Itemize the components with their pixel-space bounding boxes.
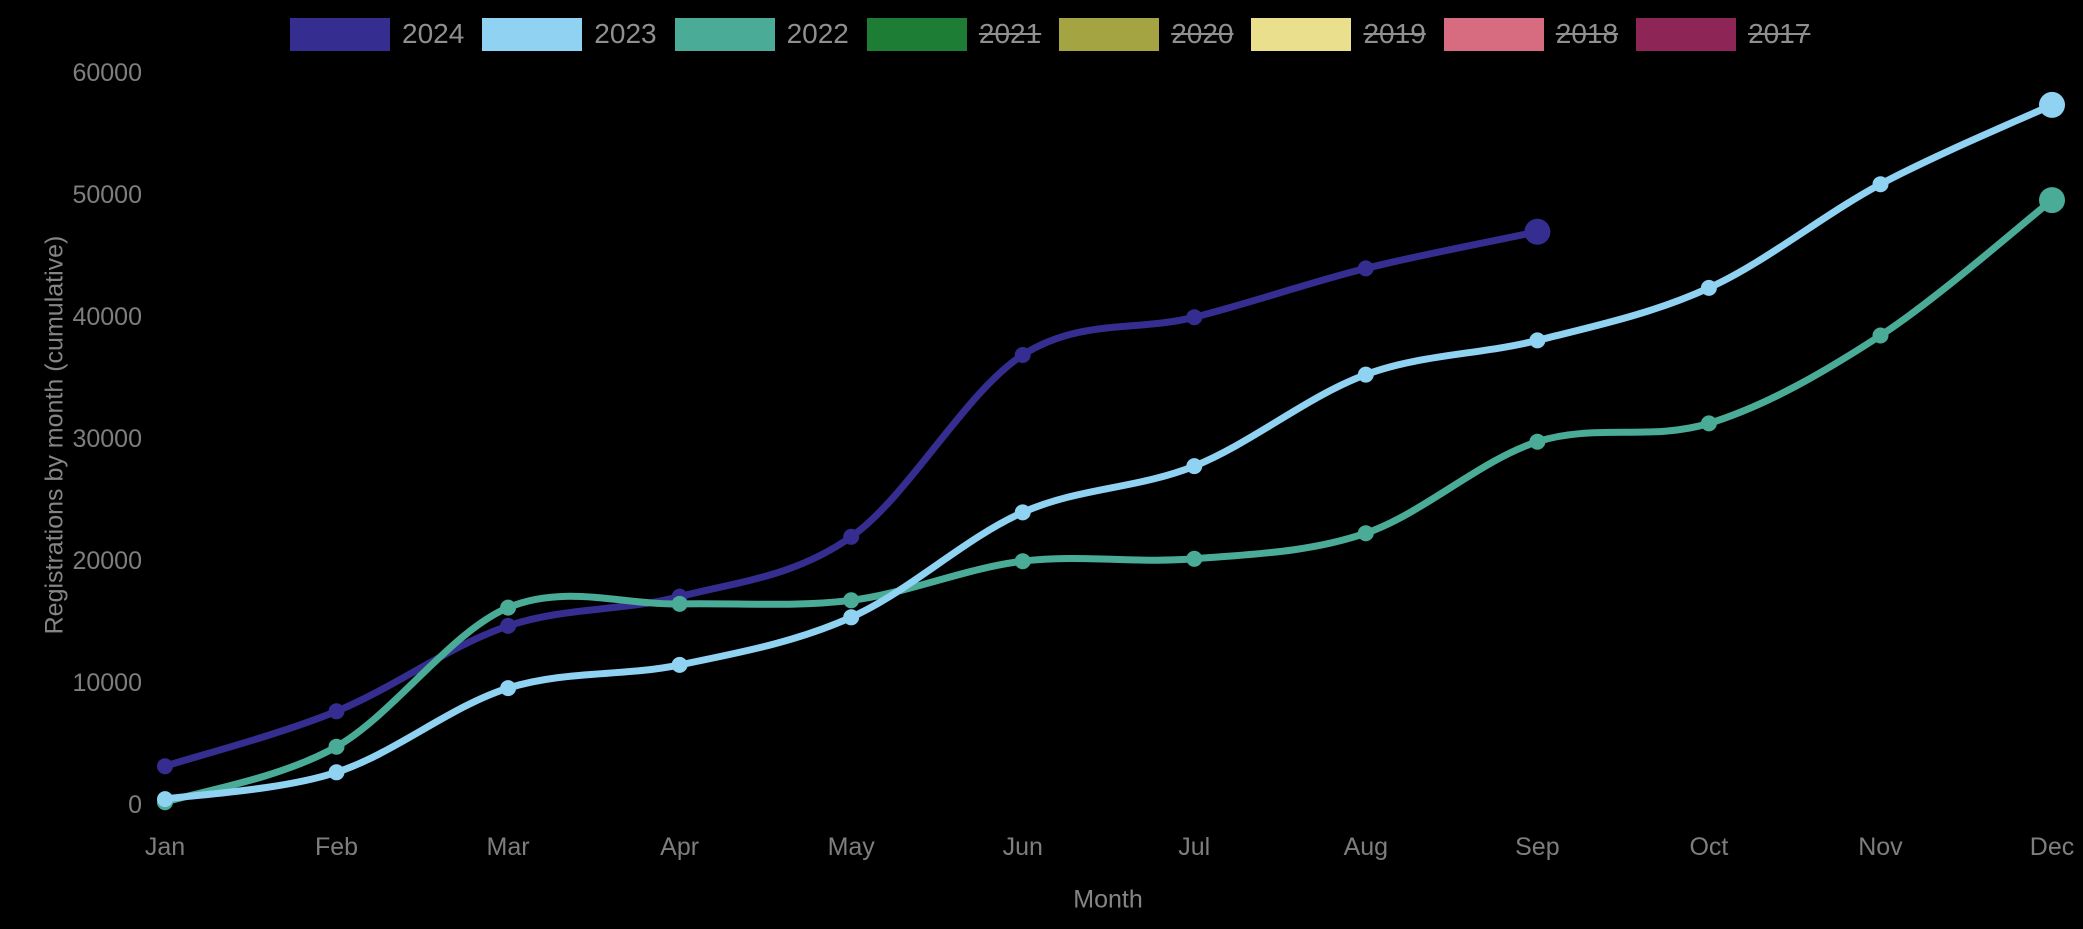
point-2024-May (843, 528, 860, 545)
point-2023-Dec (2039, 91, 2065, 118)
legend-label-2020: 2020 (1171, 18, 1234, 49)
legend-swatch-2024 (290, 17, 390, 51)
legend-item-2023[interactable]: 2023 (482, 14, 657, 54)
legend-label-2017: 2017 (1748, 18, 1811, 49)
x-tick-Feb: Feb (315, 833, 358, 861)
point-2024-Sep (1524, 218, 1551, 245)
point-2022-Jul (1186, 550, 1203, 567)
legend-item-2018[interactable]: 2018 (1443, 14, 1619, 54)
point-2023-Jan (157, 791, 173, 808)
series-2024 (157, 218, 1551, 775)
x-tick-Dec: Dec (2030, 833, 2074, 861)
point-2023-Aug (1357, 366, 1374, 383)
legend-item-2021[interactable]: 2021 (866, 14, 1042, 54)
x-tick-Sep: Sep (1515, 833, 1559, 861)
legend-swatch-2022 (674, 17, 775, 51)
y-tick-10000: 10000 (72, 669, 142, 697)
x-tick-Aug: Aug (1344, 833, 1388, 861)
point-2023-Jun (1014, 504, 1031, 521)
line-2023 (161, 101, 2056, 803)
legend-item-2024[interactable]: 2024 (290, 14, 464, 54)
legend-label-2018: 2018 (1555, 18, 1619, 49)
x-tick-Jun: Jun (1003, 833, 1043, 861)
point-2023-Feb (328, 764, 345, 781)
point-2022-Jun (1014, 553, 1031, 570)
legend-item-2017[interactable]: 2017 (1636, 14, 1810, 54)
legend-label-2019: 2019 (1363, 18, 1426, 49)
point-2022-Feb (328, 738, 345, 755)
point-2022-Mar (500, 599, 517, 616)
point-2023-Sep (1529, 332, 1546, 349)
point-2024-Jan (157, 758, 173, 775)
legend-item-2019[interactable]: 2019 (1251, 14, 1426, 54)
legend-label-2021: 2021 (978, 18, 1042, 49)
x-tick-Nov: Nov (1858, 833, 1903, 861)
x-tick-Jan: Jan (145, 833, 185, 861)
y-tick-0: 0 (128, 791, 142, 819)
series-2023 (157, 91, 2065, 808)
y-tick-20000: 20000 (72, 547, 142, 575)
y-axis-title: Registrations by month (cumulative) (40, 235, 69, 635)
line-2022 (161, 196, 2056, 806)
legend-swatch-2019 (1251, 17, 1352, 51)
point-2022-May (843, 592, 860, 609)
point-2024-Aug (1357, 260, 1374, 277)
x-tick-Oct: Oct (1689, 833, 1728, 861)
point-2023-Nov (1872, 176, 1889, 193)
x-tick-Jul: Jul (1178, 833, 1210, 861)
legend-swatch-2020 (1059, 17, 1160, 51)
legend-label-2022: 2022 (786, 18, 849, 49)
legend-label-2023: 2023 (594, 18, 657, 49)
x-tick-Apr: Apr (660, 833, 699, 861)
legend-swatch-2018 (1443, 17, 1544, 51)
point-2022-Nov (1872, 327, 1889, 344)
point-2023-Oct (1700, 279, 1717, 296)
point-2024-Feb (328, 703, 345, 720)
x-tick-May: May (828, 833, 876, 861)
chart-legend: 2024 2023 2022 2021 2020 2019 2018 2017 (290, 14, 1810, 54)
point-2024-Mar (500, 617, 517, 634)
legend-item-2022[interactable]: 2022 (674, 14, 849, 54)
point-2023-Jul (1186, 458, 1203, 475)
point-2022-Sep (1529, 433, 1546, 450)
point-2023-Apr (671, 656, 688, 673)
point-2023-May (843, 609, 860, 626)
y-tick-40000: 40000 (72, 303, 142, 331)
legend-item-2020[interactable]: 2020 (1059, 14, 1233, 54)
y-tick-30000: 30000 (72, 425, 142, 453)
line-2024 (161, 228, 1541, 770)
legend-swatch-2017 (1636, 17, 1737, 51)
y-tick-60000: 60000 (72, 59, 142, 87)
legend-swatch-2021 (866, 17, 967, 51)
point-2023-Mar (500, 680, 517, 697)
legend-swatch-2023 (482, 17, 583, 51)
series-2022 (157, 187, 2065, 811)
point-2022-Oct (1700, 415, 1717, 432)
point-2024-Jun (1014, 347, 1031, 363)
point-2024-Jul (1186, 309, 1203, 326)
x-axis-title: Month (1073, 885, 1143, 914)
point-2022-Dec (2039, 187, 2065, 214)
x-tick-Mar: Mar (487, 833, 530, 861)
y-tick-50000: 50000 (72, 181, 142, 209)
legend-label-2024: 2024 (402, 18, 465, 49)
point-2022-Apr (671, 595, 688, 612)
point-2022-Aug (1357, 525, 1374, 542)
